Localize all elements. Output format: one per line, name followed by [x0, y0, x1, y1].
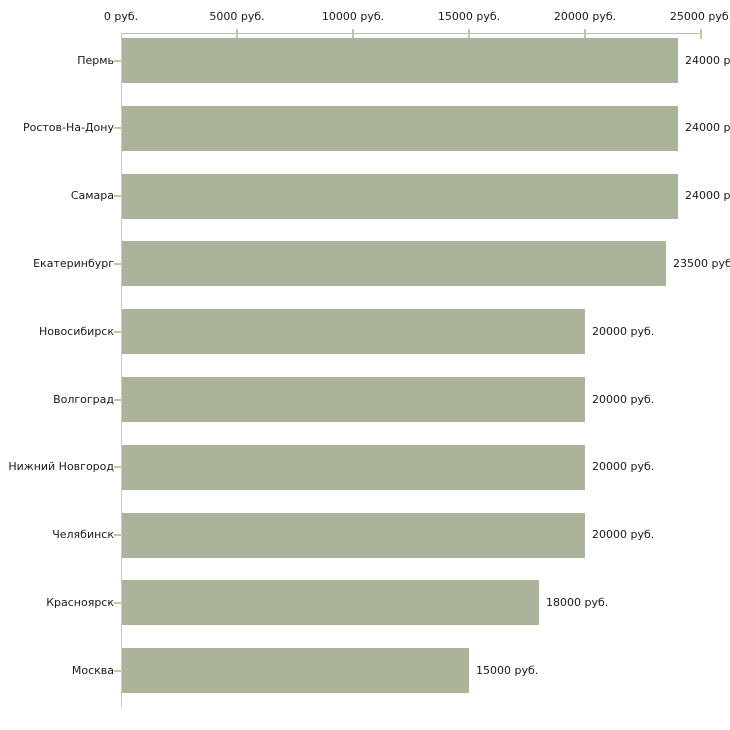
- bar: [122, 105, 678, 151]
- category-tick-mark: [114, 534, 121, 537]
- bar: [122, 38, 678, 83]
- category-tick-mark: [114, 330, 121, 333]
- value-label: 23500 руб.: [673, 256, 730, 270]
- value-label: 20000 руб.: [592, 528, 655, 542]
- value-label: 24000 руб.: [685, 53, 730, 67]
- category-label: Челябинск: [52, 528, 114, 542]
- x-axis-tick-label: 20000 руб.: [553, 10, 617, 23]
- category-label: Волгоград: [53, 392, 114, 406]
- x-axis-tick-label: 0 руб.: [103, 10, 139, 23]
- value-label: 20000 руб.: [592, 324, 655, 338]
- category-label: Красноярск: [46, 595, 114, 609]
- category-tick-mark: [114, 195, 121, 198]
- x-axis-tick-label: 15000 руб.: [437, 10, 501, 23]
- category-label: Екатеринбург: [33, 256, 114, 270]
- x-axis-tick-mark: [352, 29, 354, 39]
- x-axis-tick-label: 5000 руб.: [209, 10, 265, 23]
- value-label: 20000 руб.: [592, 392, 655, 406]
- category-tick-mark: [114, 262, 121, 265]
- category-tick-mark: [114, 669, 121, 672]
- category-label: Пермь: [77, 53, 114, 67]
- value-label: 24000 руб.: [685, 121, 730, 135]
- category-label: Ростов-На-Дону: [22, 121, 114, 135]
- bar: [122, 241, 666, 287]
- category-tick-mark: [114, 601, 121, 604]
- bar: [122, 648, 469, 694]
- value-label: 18000 руб.: [546, 595, 609, 609]
- bar: [122, 309, 585, 355]
- category-label: Самара: [70, 189, 114, 203]
- x-axis-line: [121, 33, 701, 34]
- category-label: Новосибирск: [38, 324, 114, 338]
- y-axis-line: [121, 33, 122, 707]
- bar: [122, 444, 585, 490]
- x-axis-tick-mark: [700, 29, 702, 39]
- x-axis-tick-mark: [236, 29, 238, 39]
- category-label: Москва: [71, 663, 114, 677]
- value-label: 24000 руб.: [685, 189, 730, 203]
- value-label: 20000 руб.: [592, 460, 655, 474]
- bar: [122, 377, 585, 422]
- bar: [122, 173, 678, 219]
- x-axis-tick-mark: [584, 29, 586, 39]
- x-axis-tick-label: 10000 руб.: [321, 10, 385, 23]
- bar: [122, 512, 585, 558]
- category-tick-mark: [114, 466, 121, 469]
- x-axis-tick-mark: [468, 29, 470, 39]
- bar: [122, 580, 539, 626]
- value-label: 15000 руб.: [476, 663, 539, 677]
- category-tick-mark: [114, 398, 121, 401]
- category-tick-mark: [114, 127, 121, 130]
- category-label: Нижний Новгород: [8, 460, 114, 474]
- category-tick-mark: [114, 59, 121, 62]
- x-axis-tick-label: 25000 руб.: [669, 10, 730, 23]
